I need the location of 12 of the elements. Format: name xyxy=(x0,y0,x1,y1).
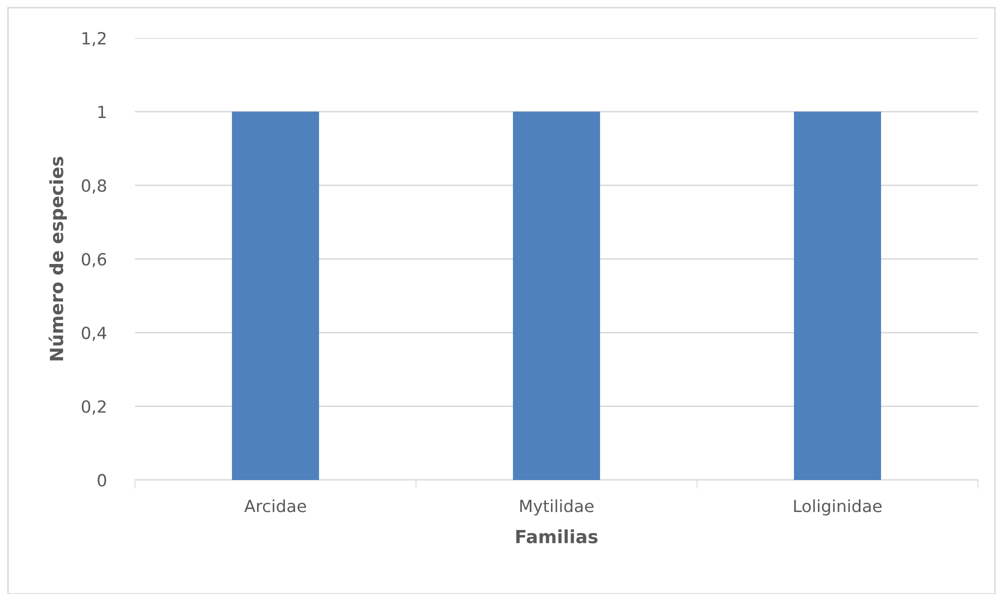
x-axis-title: Familias xyxy=(516,529,598,544)
y-tick-label: 1,2 xyxy=(82,32,106,46)
y-tick-label: 0 xyxy=(98,474,106,487)
x-tick-label: Loliginidae xyxy=(794,499,882,516)
y-tick-label: 0,6 xyxy=(82,252,106,268)
y-tick-label: 1 xyxy=(98,106,106,118)
y-tick-label: 0,4 xyxy=(82,326,106,341)
y-tick-label: 0,2 xyxy=(82,400,106,415)
y-axis-title: Número de especies xyxy=(48,156,67,360)
x-tick-label: Arcidae xyxy=(244,499,306,512)
x-tick-label: Mytilidae xyxy=(520,499,594,516)
y-tick-label: 0,8 xyxy=(82,179,106,194)
